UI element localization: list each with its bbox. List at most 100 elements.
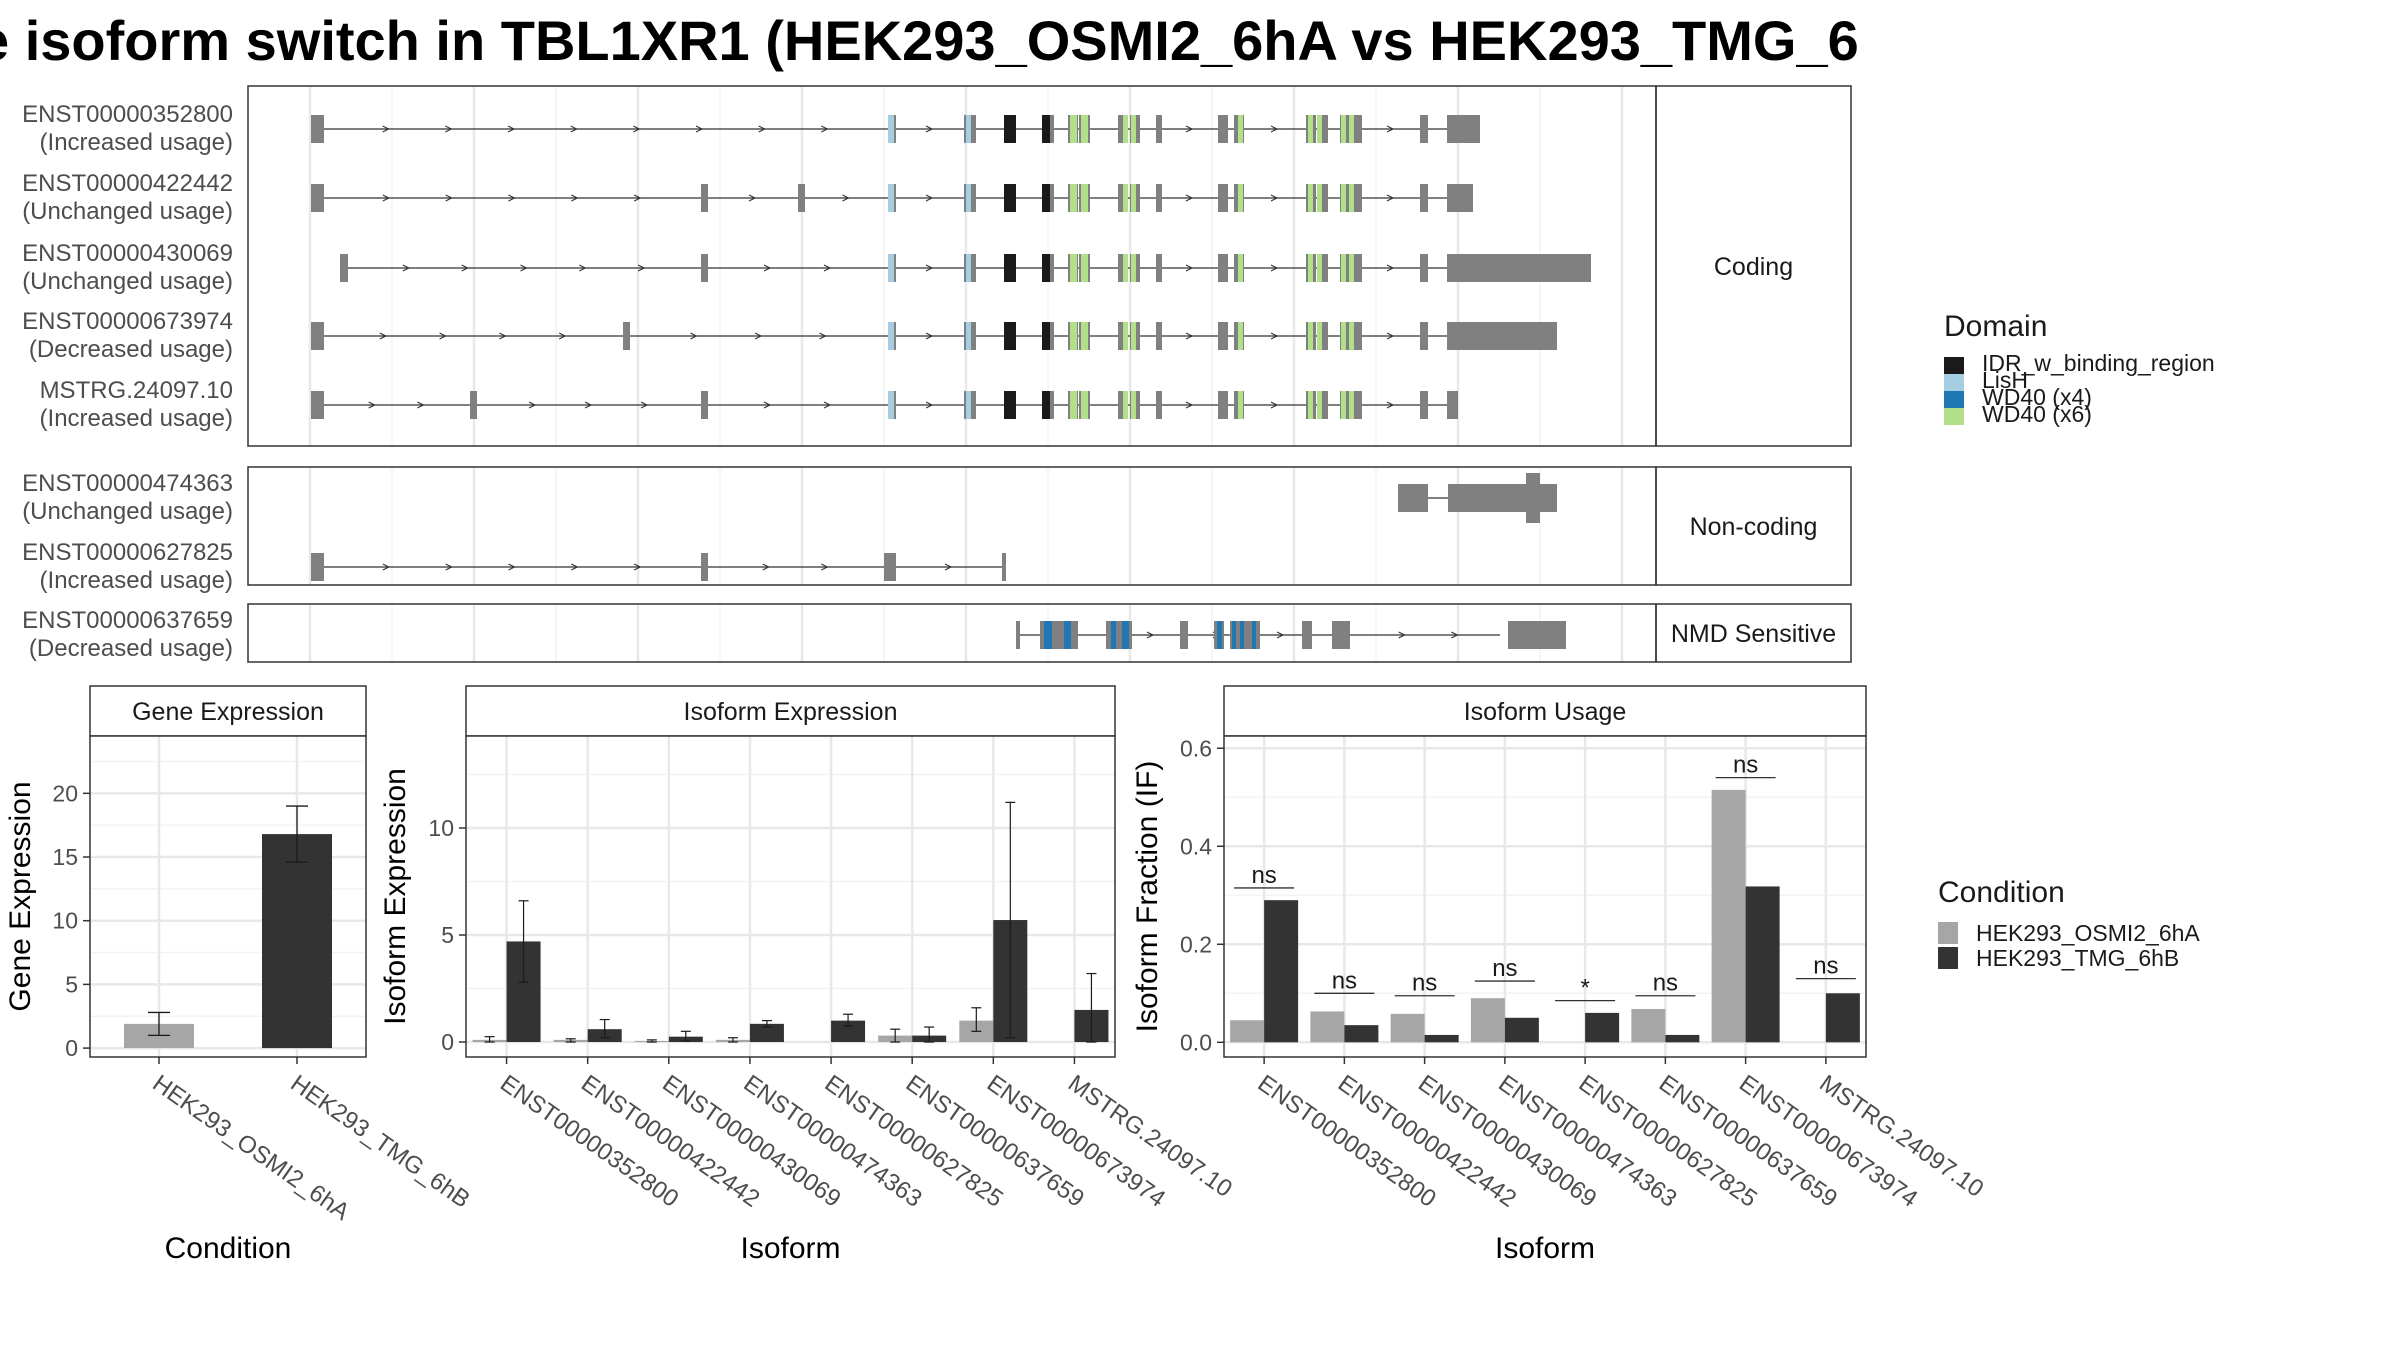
- domain-wd40-x6: [1349, 115, 1354, 143]
- legend-key: [1944, 357, 1964, 374]
- exon: [1218, 322, 1228, 350]
- domain-lish: [888, 115, 894, 143]
- domain-wd40-x6: [1349, 184, 1354, 212]
- domain-idr-w-binding-region: [1042, 391, 1050, 419]
- intron-arrow: [571, 194, 579, 202]
- domain-wd40-x6: [1081, 254, 1088, 282]
- exon: [701, 184, 708, 212]
- exon: [311, 115, 324, 143]
- intron-arrow: [1386, 332, 1395, 340]
- exon: [1420, 184, 1428, 212]
- intron-arrow: [690, 332, 698, 340]
- domain-wd40-x6: [1238, 391, 1243, 419]
- legend-key: [1938, 922, 1958, 944]
- domain-wd40-x6: [1349, 391, 1354, 419]
- significance-label: ns: [1653, 970, 1678, 997]
- transcript-usage-label: (Unchanged usage): [22, 498, 233, 525]
- transcript-usage-label: (Increased usage): [40, 567, 233, 594]
- domain-wd40-x4: [1122, 621, 1129, 649]
- domain-lish: [966, 115, 971, 143]
- domain-wd40-x6: [1131, 184, 1136, 212]
- bar: [831, 1020, 866, 1043]
- transcript-enst00000637659: ENST00000637659(Decreased usage): [22, 607, 1566, 662]
- exon: [1016, 621, 1020, 649]
- legend-label: HEK293_TMG_6hB: [1976, 945, 2179, 971]
- exon: [1447, 322, 1557, 350]
- intron-arrow: [637, 264, 646, 272]
- transcript-usage-label: (Unchanged usage): [22, 198, 233, 225]
- bar: [1585, 1012, 1620, 1043]
- intron-arrow: [640, 401, 649, 409]
- intron-arrow: [1270, 264, 1279, 272]
- domain-wd40-x6: [1131, 254, 1136, 282]
- strip-box: [1655, 85, 1852, 447]
- exon: [1318, 322, 1328, 350]
- transcript-enst00000422442: ENST00000422442(Unchanged usage): [22, 170, 1473, 225]
- legend-title: Condition: [1938, 876, 2065, 909]
- exon: [1318, 115, 1328, 143]
- domain-wd40-x6: [1070, 115, 1077, 143]
- domain-wd40-x6: [1317, 254, 1322, 282]
- domain-wd40-x4: [1252, 621, 1256, 649]
- exon: [1242, 621, 1250, 649]
- y-tick-label: 0.0: [1180, 1029, 1212, 1055]
- panel-border: [247, 85, 1657, 447]
- intron-arrow: [417, 401, 425, 409]
- strip-title: Isoform Usage: [1464, 698, 1627, 726]
- domain-wd40-x4: [1232, 621, 1236, 649]
- y-tick-label: 0: [65, 1035, 78, 1061]
- domain-lish: [888, 184, 894, 212]
- strip-label: NMD Sensitive: [1671, 620, 1836, 648]
- domain-lish: [966, 322, 971, 350]
- transcript-usage-label: (Decreased usage): [29, 635, 233, 662]
- exon: [1447, 254, 1591, 282]
- y-tick-label: 20: [52, 780, 78, 806]
- exon: [1318, 254, 1328, 282]
- strip-label: Non-coding: [1690, 513, 1818, 541]
- domain-wd40-x4: [1111, 621, 1116, 649]
- intron-arrow: [570, 125, 578, 133]
- domain-wd40-x6: [1070, 184, 1077, 212]
- transcript-usage-label: (Increased usage): [40, 129, 233, 156]
- intron-arrow: [1270, 332, 1279, 340]
- intron-arrow: [445, 194, 453, 202]
- domain-lish: [888, 391, 894, 419]
- exon: [701, 254, 708, 282]
- panel-background: [248, 86, 1656, 446]
- exon: [701, 391, 708, 419]
- domain-wd40-x6: [1308, 391, 1313, 419]
- legend-key: [1944, 391, 1964, 408]
- exon: [1318, 391, 1328, 419]
- exon: [1526, 473, 1540, 523]
- bar: [1631, 1008, 1666, 1043]
- domain-wd40-x6: [1317, 115, 1322, 143]
- intron-arrow: [763, 401, 772, 409]
- domain-idr-w-binding-region: [1004, 322, 1016, 350]
- domain-wd40-x6: [1238, 184, 1243, 212]
- intron-arrow: [762, 563, 770, 571]
- domain-wd40-x6: [1081, 184, 1088, 212]
- plot-border: [465, 735, 1116, 1058]
- exon: [1156, 184, 1162, 212]
- bar: [1264, 900, 1299, 1043]
- domain-wd40-x6: [1238, 322, 1243, 350]
- page-title: e isoform switch in TBL1XR1 (HEK293_OSMI…: [0, 9, 1858, 72]
- exon: [311, 553, 324, 581]
- domain-idr-w-binding-region: [1004, 254, 1016, 282]
- domain-wd40-x6: [1317, 391, 1322, 419]
- domain-wd40-x4: [1217, 621, 1222, 649]
- intron-arrow: [520, 264, 528, 272]
- intron-arrow: [821, 563, 829, 571]
- bar: [262, 834, 332, 1049]
- transcript-id-label: ENST00000422442: [22, 170, 233, 197]
- intron-arrow: [633, 125, 641, 133]
- intron-arrow: [382, 194, 391, 202]
- domain-wd40-x6: [1317, 184, 1322, 212]
- strip-box: [89, 685, 367, 737]
- x-axis-title: Isoform: [1495, 1232, 1595, 1265]
- domain-wd40-x6: [1341, 184, 1346, 212]
- intron-arrow: [571, 563, 579, 571]
